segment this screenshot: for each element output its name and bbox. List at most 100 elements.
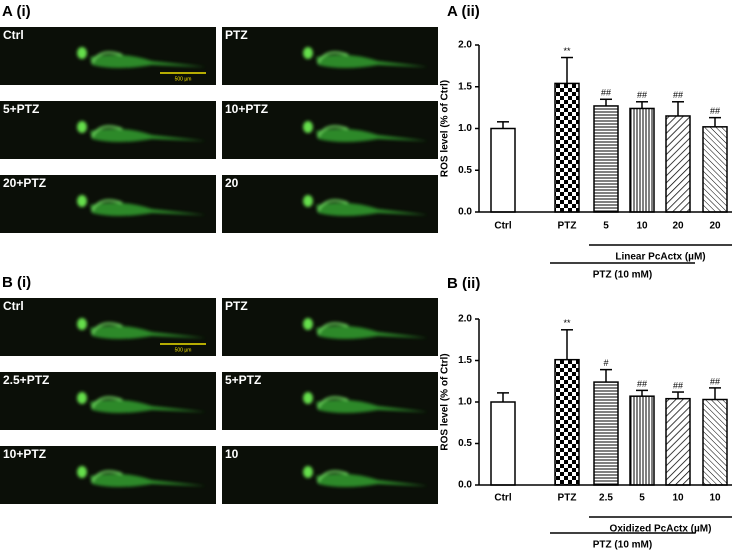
y-axis-label: ROS level (% of Ctrl) xyxy=(440,353,451,450)
fish xyxy=(303,392,428,413)
bar xyxy=(665,397,691,486)
fish xyxy=(77,466,206,487)
fish-eye xyxy=(77,466,87,478)
image-label: 10 xyxy=(225,447,239,461)
fish-eye xyxy=(303,318,313,330)
fish-body xyxy=(316,128,428,142)
fish-body xyxy=(316,202,428,216)
y-tick-label: 0.0 xyxy=(458,480,472,491)
fish-body xyxy=(90,128,206,142)
x-tick-label: 5 xyxy=(603,221,609,232)
fish xyxy=(303,318,428,339)
fish-body xyxy=(90,399,206,413)
x-tick-label: 10 xyxy=(636,221,648,232)
significance-label: ## xyxy=(710,106,720,116)
fish xyxy=(303,195,428,216)
fish-body xyxy=(90,473,206,487)
fish-eye xyxy=(77,47,87,59)
fish-yolk xyxy=(317,199,349,212)
scale-bar-label: 500 µm xyxy=(175,347,192,353)
fish-eye xyxy=(77,121,87,133)
significance-label: ## xyxy=(637,90,647,100)
x-tick-label: PTZ xyxy=(558,493,577,504)
fish-body xyxy=(90,202,206,216)
fish-eye xyxy=(77,318,87,330)
bar xyxy=(629,107,655,213)
x-tick-label: Ctrl xyxy=(494,221,511,232)
fish xyxy=(303,466,428,487)
fish xyxy=(77,121,206,142)
group-label: Oxidized PcActx (µM) xyxy=(610,524,712,535)
fish-body xyxy=(90,54,206,68)
fish-eye xyxy=(303,47,313,59)
image-label: 20+PTZ xyxy=(3,176,46,190)
scale-bar-label: 500 µm xyxy=(175,76,192,82)
fish-yolk xyxy=(317,125,349,138)
bar xyxy=(629,395,655,486)
image-label: 5+PTZ xyxy=(225,373,261,387)
fish-yolk xyxy=(91,199,123,212)
significance-label: ## xyxy=(673,380,683,390)
bar xyxy=(490,127,516,213)
y-tick-label: 0.0 xyxy=(458,207,472,218)
image-label: PTZ xyxy=(225,28,248,42)
fish-eye xyxy=(303,195,313,207)
fish-yolk xyxy=(91,125,123,138)
y-tick-label: 0.5 xyxy=(458,165,472,176)
x-tick-label: 20 xyxy=(709,221,721,232)
x-tick-label: 10 xyxy=(709,493,721,504)
image-label: 10+PTZ xyxy=(225,102,268,116)
x-tick-label: 10 xyxy=(672,493,684,504)
fish-yolk xyxy=(317,470,349,483)
fish-body xyxy=(316,473,428,487)
y-tick-label: 2.0 xyxy=(458,40,472,51)
y-tick-label: 1.0 xyxy=(458,123,472,134)
fish-body xyxy=(316,54,428,68)
x-tick-label: PTZ xyxy=(558,221,577,232)
image-label: Ctrl xyxy=(3,299,24,313)
significance-label: ** xyxy=(563,46,571,56)
panel-label: B (ii) xyxy=(447,275,480,292)
group-label: PTZ (10 mM) xyxy=(593,540,652,550)
significance-label: ## xyxy=(601,88,611,98)
significance-label: ** xyxy=(563,318,571,328)
y-tick-label: 2.0 xyxy=(458,314,472,325)
fish-eye xyxy=(303,121,313,133)
x-tick-label: 20 xyxy=(672,221,684,232)
bar xyxy=(702,398,728,486)
fish-body xyxy=(316,325,428,339)
panel-label: A (ii) xyxy=(447,3,480,20)
panel-label: A (i) xyxy=(2,3,31,20)
group-label: PTZ (10 mM) xyxy=(593,270,652,281)
fish xyxy=(303,47,428,68)
x-tick-label: 2.5 xyxy=(599,493,613,504)
y-tick-label: 1.0 xyxy=(458,397,472,408)
image-label: 10+PTZ xyxy=(3,447,46,461)
bar xyxy=(554,358,580,486)
bar xyxy=(593,381,619,486)
y-tick-label: 0.5 xyxy=(458,438,472,449)
bar xyxy=(593,105,619,213)
bar xyxy=(490,401,516,486)
fish xyxy=(77,318,206,339)
fish-body xyxy=(90,325,206,339)
fish xyxy=(77,392,206,413)
y-tick-label: 1.5 xyxy=(458,355,472,366)
y-axis-label: ROS level (% of Ctrl) xyxy=(440,80,451,177)
image-label: PTZ xyxy=(225,299,248,313)
fish-yolk xyxy=(91,470,123,483)
bar xyxy=(702,126,728,213)
fish-eye xyxy=(77,195,87,207)
significance-label: ## xyxy=(637,379,647,389)
group-label: Linear PcActx (µM) xyxy=(615,252,705,263)
fish-yolk xyxy=(317,51,349,64)
fish-yolk xyxy=(91,322,123,335)
bar xyxy=(554,82,580,213)
fish-yolk xyxy=(91,51,123,64)
x-tick-label: 5 xyxy=(639,493,645,504)
image-label: 2.5+PTZ xyxy=(3,373,49,387)
fish-yolk xyxy=(91,396,123,409)
fish-eye xyxy=(303,392,313,404)
bar xyxy=(665,115,691,213)
